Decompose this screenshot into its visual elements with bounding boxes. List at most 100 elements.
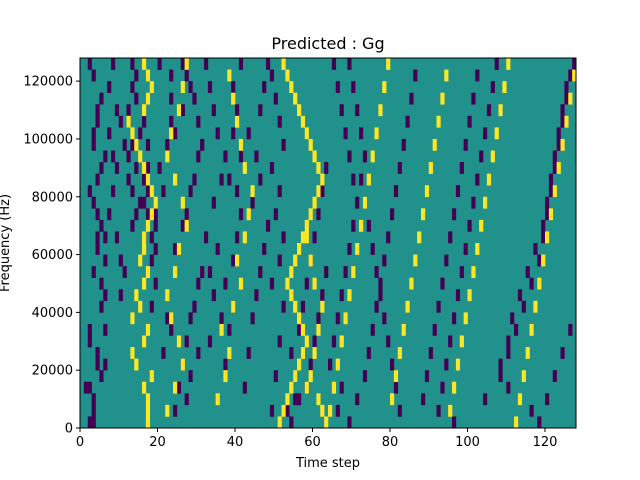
heatmap-cell-low [560,104,565,117]
heatmap-cell-high [145,416,151,429]
heatmap-cell-high [300,323,306,336]
heatmap-cell-high [486,173,492,186]
heatmap-cell-high [238,138,244,151]
heatmap-cell-high [138,300,143,313]
heatmap-cell-high [277,416,282,429]
heatmap-cell-high [324,416,329,429]
heatmap-cell-low [238,58,244,70]
heatmap-cell-low [471,92,476,105]
heatmap-cell-high [525,347,530,359]
heatmap-cell-low [529,404,534,417]
heatmap-cell-high [126,115,131,128]
heatmap-cell-low [366,347,371,359]
heatmap-cell-low [421,393,426,406]
heatmap-cell-high [238,277,244,290]
heatmap-cell-low [169,92,174,105]
heatmap-cell-high [184,58,189,70]
heatmap-cell-low [91,404,96,417]
heatmap-cell-low [273,92,278,105]
heatmap-cell-low [165,138,170,151]
heatmap-cell-low [494,58,499,70]
heatmap-cell-high [390,393,395,406]
heatmap-cell-low [246,127,251,140]
heatmap-cell-low [250,312,255,325]
heatmap-cell-low [393,381,399,394]
heatmap-cell-high [405,300,410,313]
heatmap-cell-high [235,115,240,128]
heatmap-cell-low [87,185,92,198]
heatmap-cell-low [440,277,445,290]
heatmap-cell-low [328,358,333,371]
heatmap-cell-low [223,358,228,371]
heatmap-cell-low [316,208,321,221]
heatmap-cell-high [142,277,147,290]
heatmap-cell-low [246,347,251,359]
heatmap-cell-low [568,69,573,82]
x-tick-label: 100 [455,435,480,450]
heatmap-cell-low [545,208,550,221]
heatmap-cell-low [413,69,418,82]
heatmap-cell-low [533,243,538,255]
heatmap-cell-low [289,347,294,359]
heatmap-cell-high [145,173,151,186]
heatmap-cell-low [145,162,151,174]
heatmap-cell-high [138,150,143,163]
heatmap-cell-low [564,92,569,105]
heatmap-cell-high [289,81,294,93]
heatmap-cell-high [289,266,294,278]
heatmap-cell-high [537,277,542,290]
heatmap-cell-low [382,312,387,325]
heatmap-cell-low [95,208,100,221]
heatmap-cells [80,58,577,429]
heatmap-cell-high [231,300,236,313]
heatmap-cell-high [417,231,422,244]
heatmap-cell-low [231,127,236,140]
heatmap-cell-high [541,254,546,267]
heatmap-cell-low [114,104,120,117]
heatmap-cell-high [393,370,399,383]
heatmap-cell-low [196,347,201,359]
heatmap-cell-low [111,150,116,163]
heatmap-cell-high [409,277,414,290]
heatmap-cell-low [200,266,205,278]
heatmap-cell-high [289,289,294,302]
heatmap-cell-high [134,358,139,371]
heatmap-cell-low [111,185,116,198]
heatmap-cell-low [149,300,154,313]
heatmap-cell-low [343,266,348,278]
heatmap-cell-high [173,173,178,186]
heatmap-cell-low [196,150,201,163]
heatmap-cell-high [231,92,236,105]
heatmap-cell-high [374,127,379,140]
heatmap-cell-high [142,162,147,174]
heatmap-cell-low [362,150,368,163]
heatmap-cell-high [176,335,182,348]
heatmap-cell-low [386,335,391,348]
heatmap-cell-high [316,162,321,174]
heatmap-cell-low [118,254,123,267]
heatmap-cell-low [227,323,232,336]
heatmap-cell-high [455,358,461,371]
heatmap-cell-high [312,277,317,290]
heatmap-cell-low [366,219,371,232]
heatmap-cell-low [452,312,457,325]
heatmap-cell-high [134,138,139,151]
heatmap-cell-high [556,162,561,174]
heatmap-cell-low [107,81,112,93]
heatmap-cell-low [537,254,542,267]
x-tick-label: 0 [76,435,84,450]
heatmap-cell-low [537,416,542,429]
heatmap-cell-low [95,231,100,244]
heatmap-cell-low [142,173,147,186]
heatmap-cell-low [126,173,131,186]
heatmap-cell-low [297,323,302,336]
heatmap-cell-low [83,381,89,394]
heatmap-cell-low [517,289,523,302]
heatmap-cell-high [397,347,402,359]
heatmap-cell-low [207,266,213,278]
heatmap-cell-low [130,58,135,70]
heatmap-cell-high [320,300,325,313]
heatmap-cell-high [227,347,232,359]
heatmap-cell-low [498,370,503,383]
heatmap-cell-low [87,323,92,336]
